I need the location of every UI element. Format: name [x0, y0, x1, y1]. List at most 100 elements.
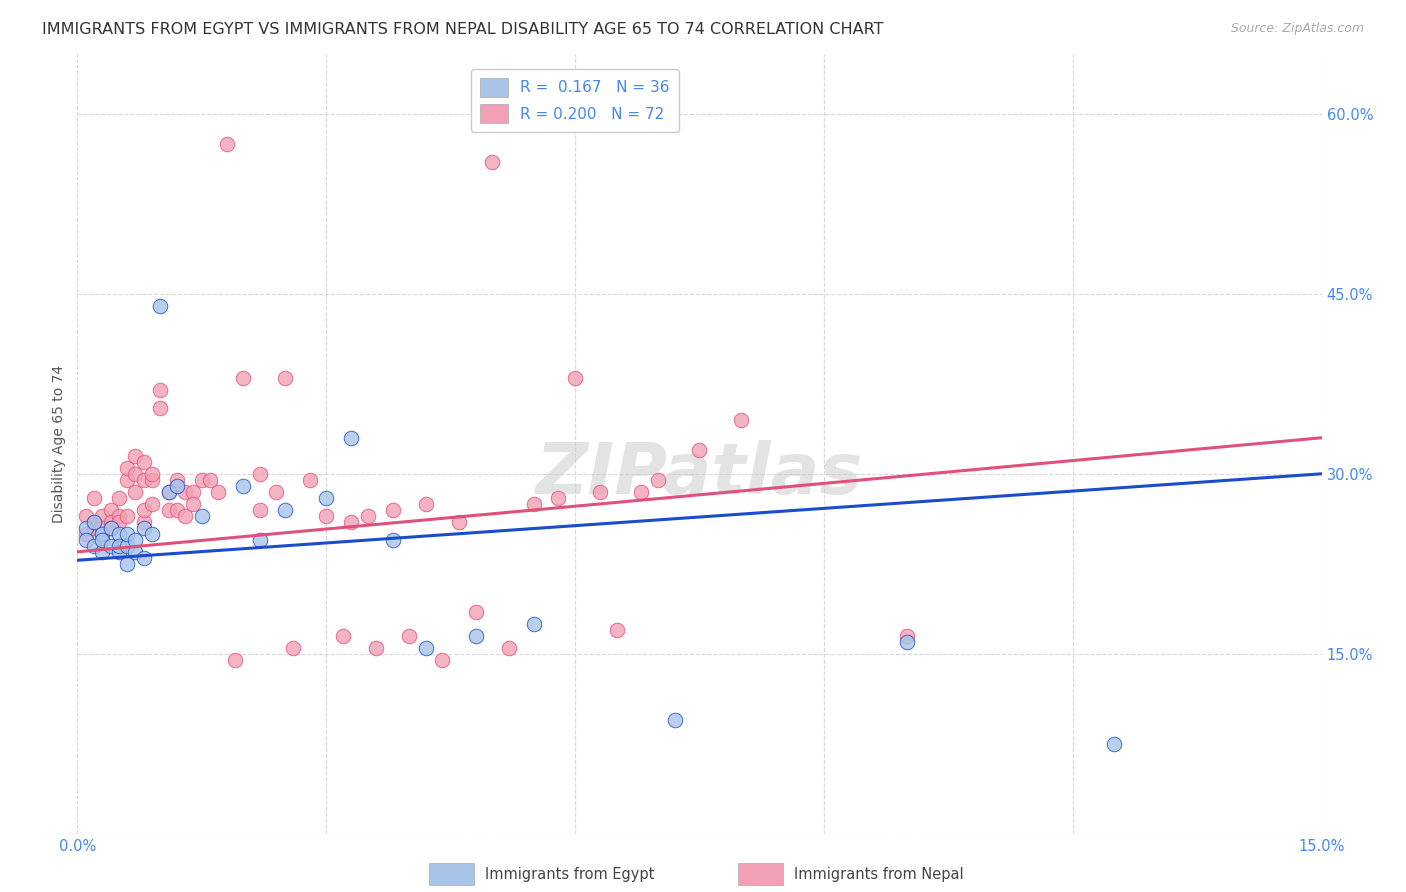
Point: [115, 473, 138, 487]
Point: [215, 136, 238, 151]
Point: [298, 473, 321, 487]
Point: [83, 539, 105, 553]
Point: [664, 713, 686, 727]
Point: [357, 508, 380, 523]
Point: [141, 497, 163, 511]
Point: [115, 557, 138, 571]
Point: [183, 497, 205, 511]
Point: [896, 629, 918, 643]
Point: [630, 484, 652, 499]
Point: [100, 515, 122, 529]
Point: [481, 154, 503, 169]
Point: [274, 503, 297, 517]
Point: [166, 503, 188, 517]
Point: [232, 479, 254, 493]
Text: ZIPatlas: ZIPatlas: [536, 441, 863, 509]
Point: [108, 545, 131, 559]
Point: [447, 515, 470, 529]
Point: [689, 442, 711, 457]
Point: [132, 473, 155, 487]
Point: [91, 545, 114, 559]
Point: [141, 526, 163, 541]
Point: [124, 467, 146, 481]
Point: [132, 521, 155, 535]
Point: [91, 526, 114, 541]
Point: [75, 526, 97, 541]
Point: [83, 491, 105, 505]
Point: [315, 491, 337, 505]
Point: [224, 653, 246, 667]
Legend: R =  0.167   N = 36, R = 0.200   N = 72: R = 0.167 N = 36, R = 0.200 N = 72: [471, 69, 679, 132]
Point: [249, 533, 271, 547]
Point: [83, 515, 105, 529]
Text: IMMIGRANTS FROM EGYPT VS IMMIGRANTS FROM NEPAL DISABILITY AGE 65 TO 74 CORRELATI: IMMIGRANTS FROM EGYPT VS IMMIGRANTS FROM…: [42, 22, 884, 37]
Point: [266, 484, 288, 499]
Point: [589, 484, 612, 499]
Point: [332, 629, 354, 643]
Point: [149, 383, 172, 397]
Text: Source: ZipAtlas.com: Source: ZipAtlas.com: [1230, 22, 1364, 36]
Point: [174, 484, 197, 499]
Point: [124, 484, 146, 499]
Point: [75, 521, 97, 535]
Point: [115, 526, 138, 541]
Point: [340, 515, 363, 529]
Point: [249, 503, 271, 517]
Point: [415, 640, 437, 655]
Point: [523, 497, 546, 511]
Point: [91, 521, 114, 535]
Text: Immigrants from Egypt: Immigrants from Egypt: [485, 867, 654, 881]
Point: [83, 521, 105, 535]
Point: [100, 521, 122, 535]
Point: [132, 515, 155, 529]
Point: [191, 473, 214, 487]
Point: [274, 370, 297, 384]
Point: [606, 623, 628, 637]
Point: [464, 629, 486, 643]
Point: [132, 503, 155, 517]
Point: [232, 370, 254, 384]
Point: [108, 508, 131, 523]
Point: [381, 533, 404, 547]
Point: [432, 653, 454, 667]
Point: [381, 503, 404, 517]
Point: [183, 484, 205, 499]
Point: [124, 449, 146, 463]
Point: [547, 491, 569, 505]
Point: [83, 515, 105, 529]
Point: [647, 473, 669, 487]
Point: [75, 533, 97, 547]
Point: [100, 521, 122, 535]
Point: [132, 550, 155, 565]
Point: [108, 515, 131, 529]
Point: [91, 533, 114, 547]
Point: [100, 539, 122, 553]
Point: [174, 508, 197, 523]
Point: [157, 484, 180, 499]
Point: [124, 545, 146, 559]
Point: [166, 473, 188, 487]
Point: [115, 539, 138, 553]
Point: [115, 508, 138, 523]
Point: [91, 508, 114, 523]
Point: [207, 484, 229, 499]
Point: [75, 508, 97, 523]
Point: [340, 431, 363, 445]
Point: [141, 473, 163, 487]
Point: [91, 526, 114, 541]
Point: [141, 467, 163, 481]
Point: [1104, 737, 1126, 751]
Point: [108, 526, 131, 541]
Point: [124, 533, 146, 547]
Y-axis label: Disability Age 65 to 74: Disability Age 65 to 74: [52, 365, 66, 523]
Point: [730, 413, 752, 427]
Point: [191, 508, 214, 523]
Point: [115, 460, 138, 475]
Point: [149, 299, 172, 313]
Point: [464, 605, 486, 619]
Point: [415, 497, 437, 511]
Point: [149, 401, 172, 415]
Point: [166, 479, 188, 493]
Point: [498, 640, 520, 655]
Point: [249, 467, 271, 481]
